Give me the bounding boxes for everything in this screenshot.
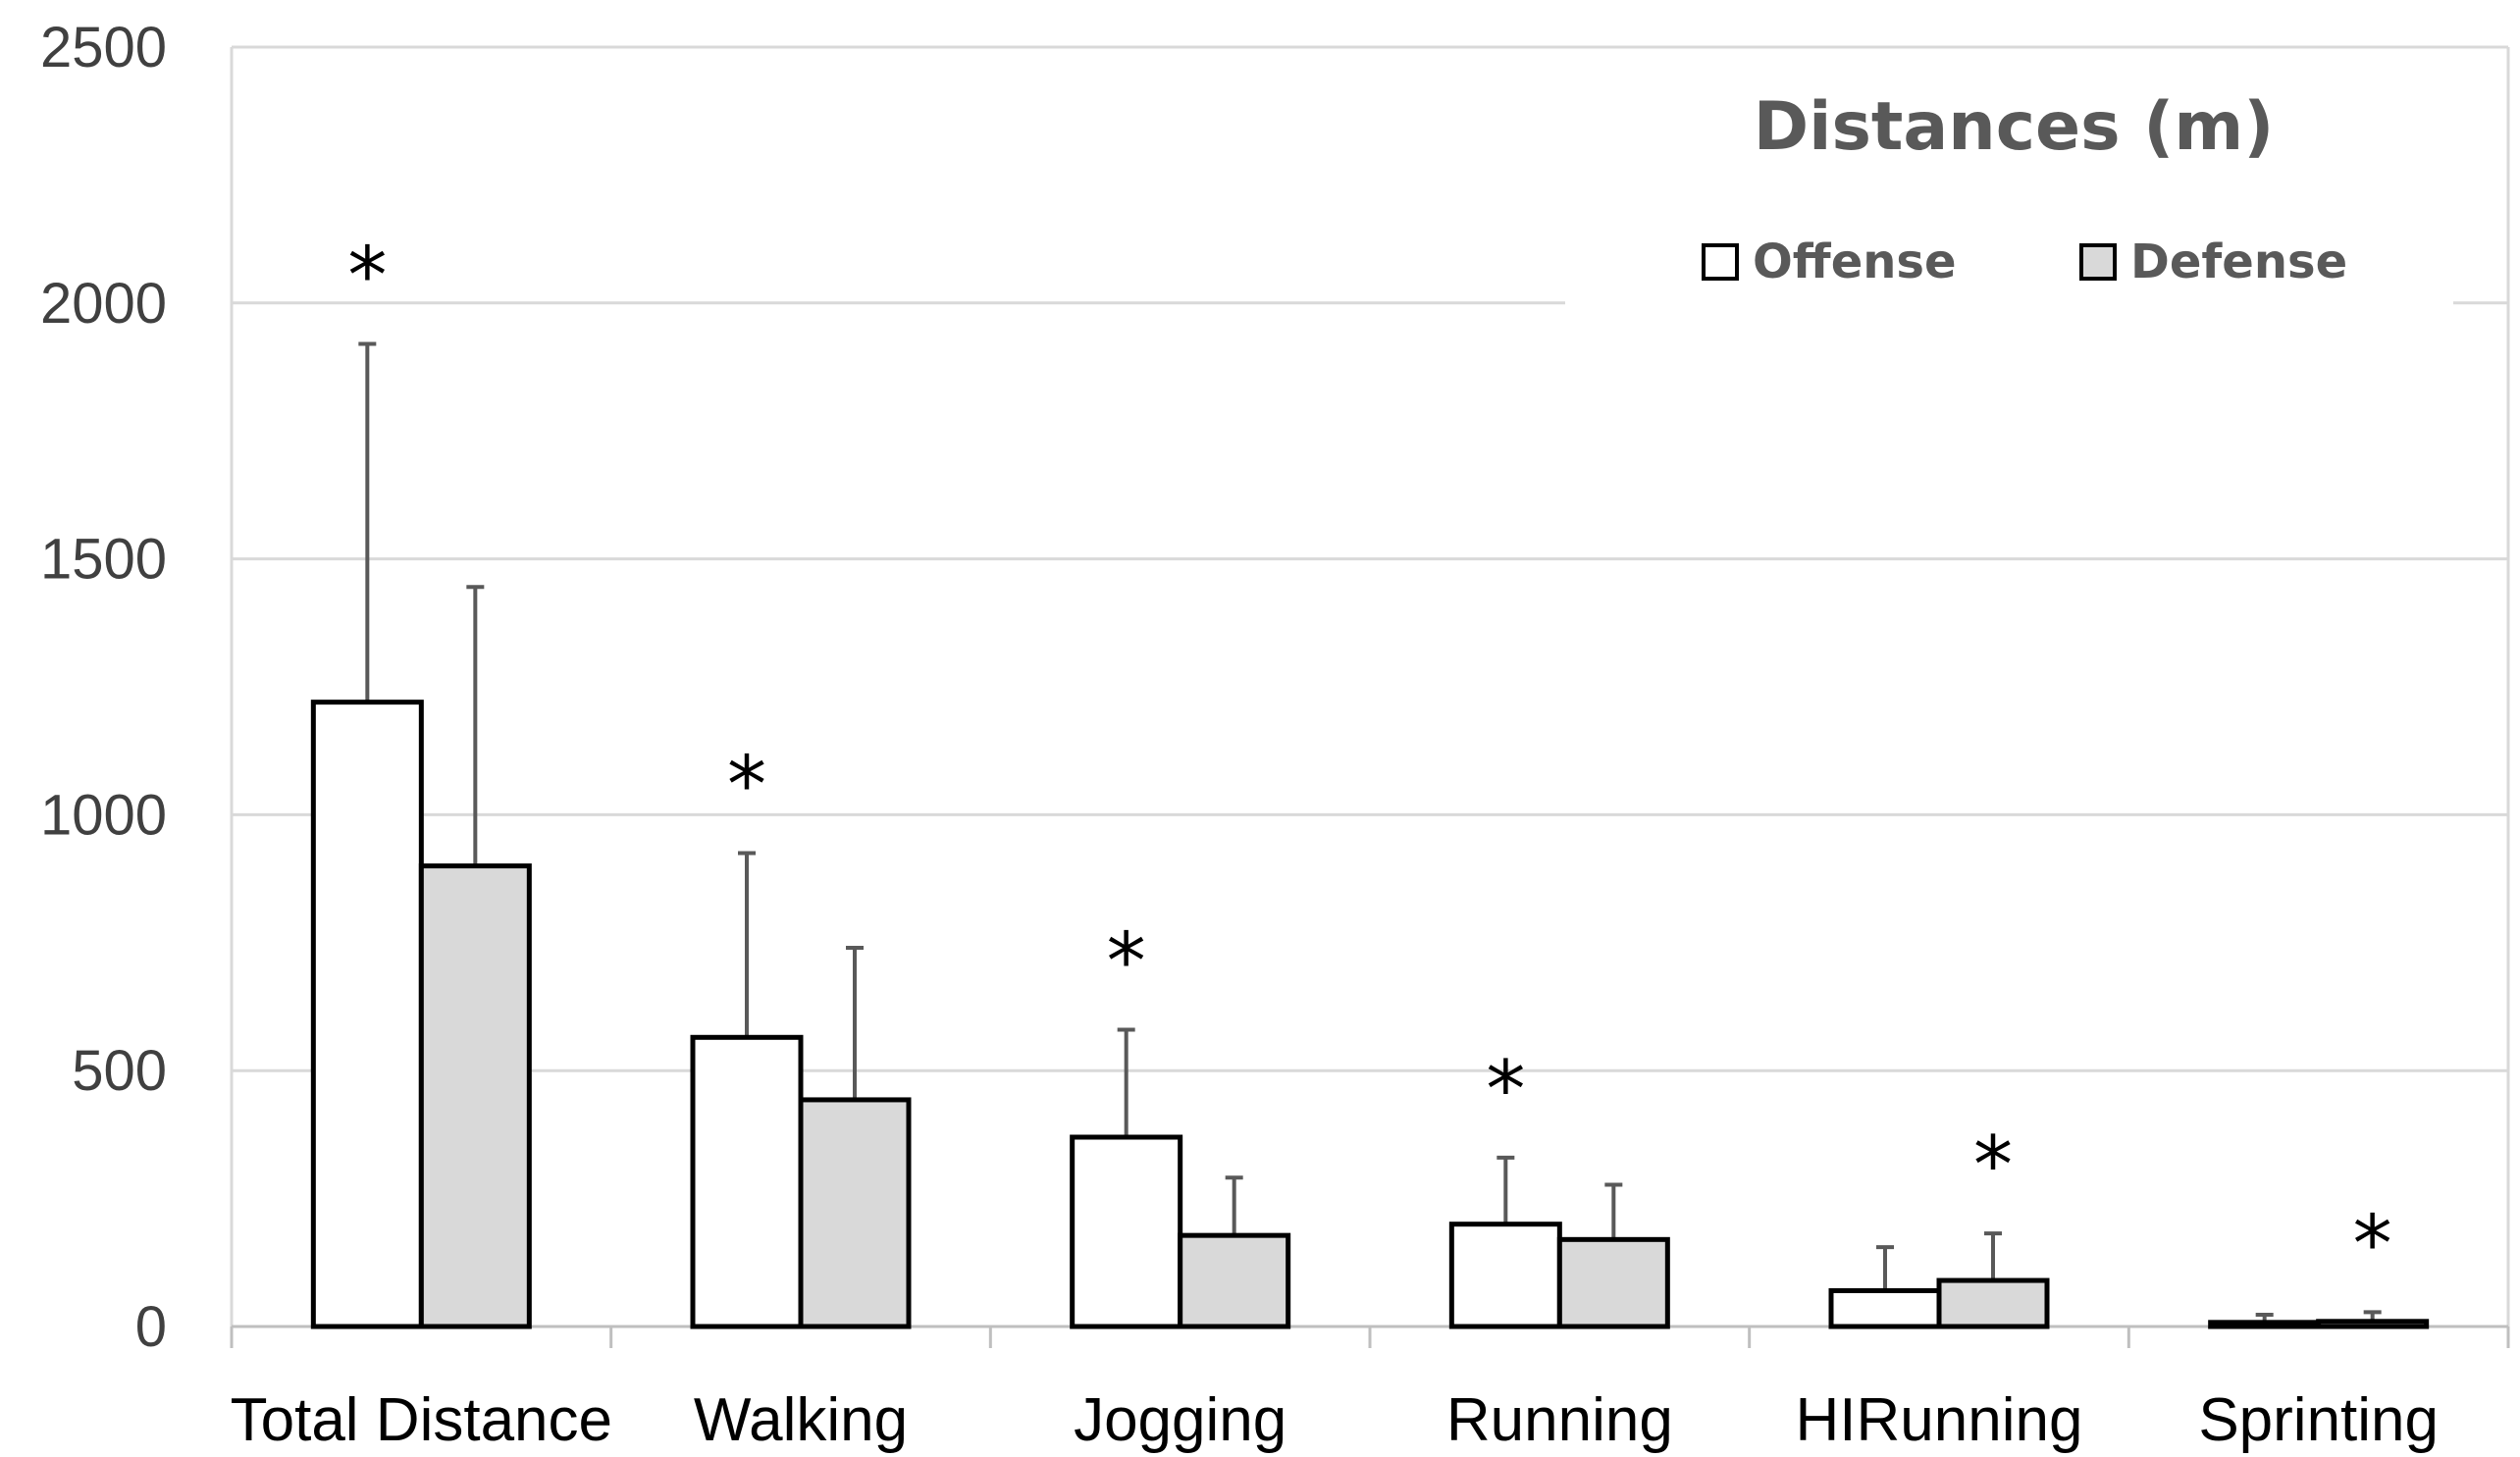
gridlines: [230, 45, 2510, 1327]
bar-defense: [1936, 1277, 2050, 1329]
y-tick-label: 2000: [40, 272, 167, 336]
y-tick-label: 1000: [40, 783, 167, 847]
category-label: Running: [1446, 1386, 1673, 1454]
category-labels: Total Distance Walking Jogging Running HIRun…: [231, 1386, 2439, 1454]
significance-star: *: [2353, 1198, 2392, 1289]
y-tick-label: 0: [135, 1295, 167, 1359]
bar-offense: [2208, 1320, 2322, 1329]
bars: [310, 700, 2430, 1329]
y-tick-label: 500: [72, 1039, 167, 1103]
error-bars: [358, 341, 2382, 1323]
category-label: Jogging: [1074, 1386, 1286, 1454]
significance-markers: * * * * * *: [347, 231, 2391, 1290]
bar-defense: [2316, 1319, 2430, 1329]
legend-label-offense: Offense: [1753, 234, 1957, 289]
category-label: Sprinting: [2198, 1386, 2439, 1454]
legend-title: Distances (m): [1754, 88, 2275, 166]
legend-label-defense: Defense: [2130, 234, 2347, 289]
y-tick-label: 1500: [40, 528, 167, 592]
category-label: HIRunning: [1796, 1386, 2083, 1454]
x-axis: [230, 1325, 2510, 1348]
significance-star: *: [1973, 1119, 2013, 1211]
bar-defense: [1178, 1232, 1291, 1329]
category-label: Walking: [694, 1386, 908, 1454]
significance-star: *: [1486, 1044, 1525, 1135]
legend: Distances (m) Offense Defense: [1565, 78, 2453, 319]
bar-offense: [1448, 1222, 1562, 1329]
bar-offense: [1070, 1134, 1183, 1329]
bar-defense: [798, 1097, 912, 1329]
y-tick-label: 2500: [40, 16, 167, 79]
bar-defense: [418, 863, 532, 1329]
y-axis-ticks: 0 500 1000 1500 2000 2500: [40, 16, 167, 1359]
bar-offense: [310, 700, 424, 1329]
significance-star: *: [1107, 915, 1146, 1007]
bar-offense: [690, 1034, 804, 1329]
legend-swatch-defense: [2079, 243, 2117, 281]
bar-defense: [1556, 1236, 1670, 1329]
category-label: Total Distance: [231, 1386, 612, 1454]
bar-offense: [1828, 1287, 1942, 1329]
significance-star: *: [347, 231, 387, 322]
legend-swatch-offense: [1702, 243, 1739, 281]
significance-star: *: [727, 740, 766, 831]
